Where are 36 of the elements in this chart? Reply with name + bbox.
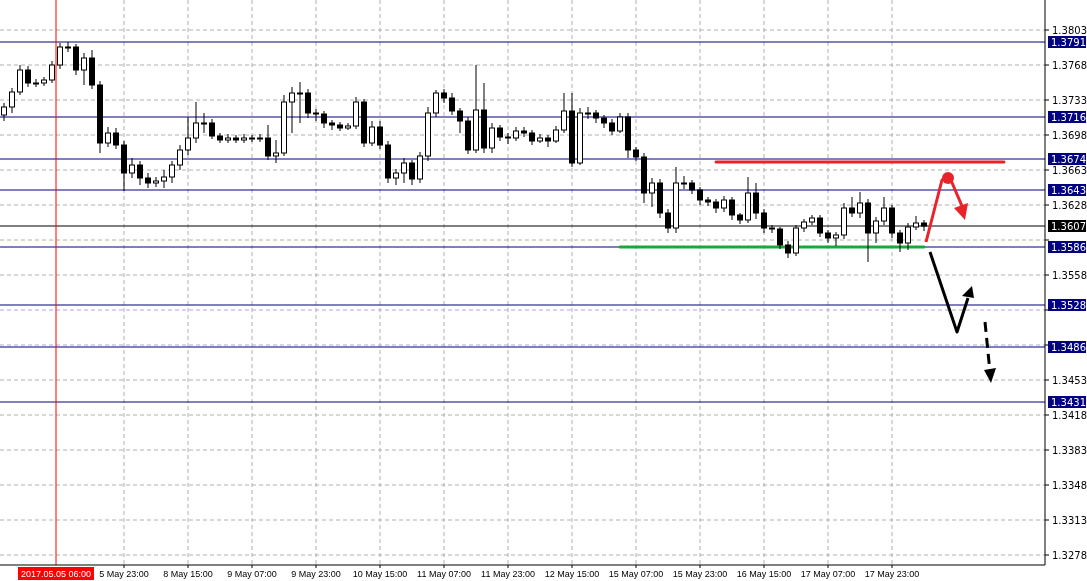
ref-line-label: 1.3528 — [1051, 299, 1086, 311]
x-tick-label: 11 May 07:00 — [417, 569, 471, 579]
x-tick-label: 11 May 23:00 — [481, 569, 535, 579]
x-tick-label: 15 May 07:00 — [608, 569, 664, 579]
y-tick-label: 1.3348 — [1052, 479, 1087, 491]
y-tick-label: 1.3628 — [1052, 199, 1087, 211]
ref-line-label: 1.3486 — [1051, 341, 1086, 353]
x-tick-label: 17 May 23:00 — [864, 569, 920, 579]
x-tick-label: 5 May 23:00 — [99, 569, 149, 579]
ref-line-label: 1.3586 — [1051, 241, 1086, 253]
x-tick-label: 10 May 15:00 — [352, 569, 408, 579]
y-tick-label: 1.3383 — [1052, 444, 1087, 456]
x-tick-label: 17 May 07:00 — [800, 569, 856, 579]
x-tick-label: 12 May 15:00 — [544, 569, 600, 579]
x-tick-label: 9 May 07:00 — [227, 569, 277, 579]
x-tick-label: 9 May 23:00 — [291, 569, 341, 579]
ref-line-label: 1.3607 — [1051, 220, 1086, 232]
y-tick-label: 1.3733 — [1052, 94, 1087, 106]
x-tick-label: 8 May 15:00 — [163, 569, 213, 579]
y-tick-label: 1.3663 — [1052, 164, 1087, 176]
text: 2017.05.05 06:00 — [20, 569, 92, 579]
y-tick-label: 1.3698 — [1052, 129, 1087, 141]
x-tick-label: 15 May 23:00 — [672, 569, 728, 579]
y-tick-label: 1.3278 — [1052, 549, 1087, 561]
y-tick-label: 1.3418 — [1052, 409, 1087, 421]
ref-line-label: 1.3791 — [1051, 36, 1086, 48]
y-tick-label: 1.3313 — [1052, 514, 1087, 526]
ref-line-label: 1.3674 — [1051, 153, 1086, 165]
ref-line-label: 1.3431 — [1051, 396, 1086, 408]
y-tick-label: 1.3768 — [1052, 59, 1087, 71]
ref-line-label: 1.3716 — [1051, 111, 1086, 123]
ref-line-label: 1.3643 — [1051, 184, 1086, 196]
y-tick-label: 1.3453 — [1052, 374, 1087, 386]
y-tick-label: 1.3558 — [1052, 269, 1087, 281]
x-tick-label: 16 May 15:00 — [736, 569, 792, 579]
y-tick-label: 1.3803 — [1052, 24, 1087, 36]
